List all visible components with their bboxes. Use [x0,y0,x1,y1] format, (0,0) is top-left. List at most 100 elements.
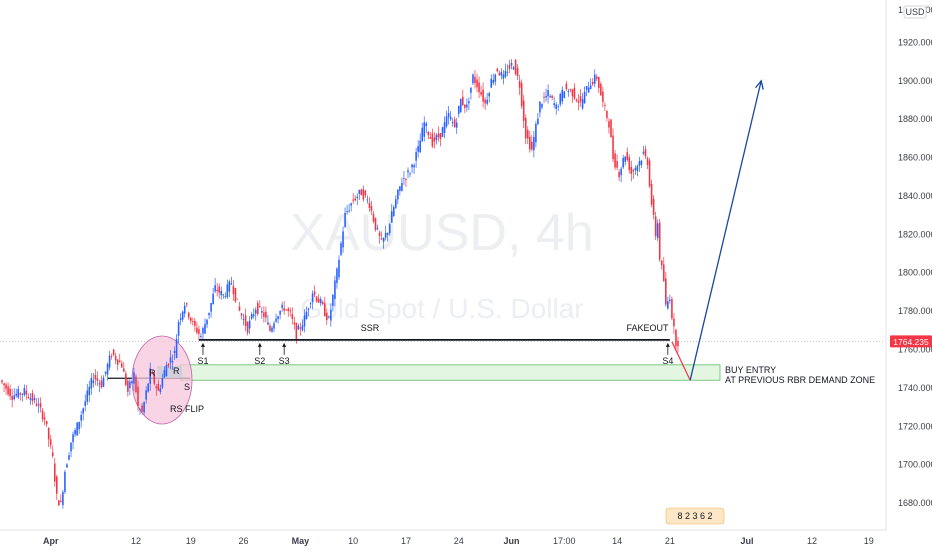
candle-body [100,380,103,388]
candle-body [415,152,417,161]
candle-body [336,268,338,284]
demand-zone[interactable] [180,364,721,381]
candle-body [177,321,180,336]
candle-body [161,378,164,388]
price-tick-label: 1680.000 [898,498,932,508]
candle-body [332,294,334,306]
candle-body [43,417,46,420]
candle-body [35,403,38,406]
candle-body [328,316,330,318]
events-label: 8 2 3 6 2 [677,511,712,521]
candle-body [411,164,413,168]
candle-body [667,301,669,309]
candle-body [338,259,340,278]
candle-body [277,316,279,320]
candle-body [60,500,62,502]
candle-body [439,133,442,140]
candle-body [125,373,127,385]
candle-body [114,355,117,361]
candle-body [388,224,391,234]
candle-body [206,319,208,325]
candle-body [537,118,539,125]
candle-body [405,178,407,180]
candle-body [618,171,620,178]
candle-body [488,93,490,97]
time-tick-label: Jun [504,536,520,546]
candle-body [127,380,129,392]
candle-body [675,329,677,347]
time-tick-label: 21 [665,536,675,546]
candle-body [13,395,15,400]
candle-body [423,122,426,137]
candle-body [575,99,578,101]
candle-body [567,91,570,92]
events-strip[interactable] [665,507,725,525]
candle-body [565,83,568,90]
candle-body [29,398,32,400]
price-tick-label: 1800.000 [898,268,932,278]
candle-body [293,322,296,325]
candle-body [173,350,176,353]
candle-body [624,156,627,162]
candle-body [118,360,121,363]
candle-body [502,74,505,79]
candle-body [51,452,54,457]
candle-body [372,213,375,222]
price-tick-label: 1860.000 [898,153,932,163]
candle-body [11,396,13,400]
currency-box[interactable] [903,5,927,19]
candle-body [583,91,586,104]
candle-body [557,106,560,108]
candle-body [167,363,170,366]
candle-body [407,170,409,173]
candle-body [285,309,287,311]
candle-body [226,284,229,298]
candle-body [194,320,196,326]
candle-body [409,173,411,175]
candle-body [350,203,352,206]
candle-body [47,427,50,440]
candle-body [364,190,367,196]
candle-body [259,306,261,307]
candle-body [543,96,545,98]
candle-body [275,318,277,322]
candle-body [598,77,600,88]
candle-body [508,64,511,69]
candle-body [265,311,267,318]
candle-body [466,104,468,108]
candle-body [212,293,214,305]
candle-body [202,327,204,334]
candle-body [196,327,198,333]
candle-body [630,166,633,174]
projection-down-line[interactable] [671,341,691,381]
candle-body [250,314,253,319]
candle-body [165,364,168,377]
candle-body [342,231,344,248]
candle-body [305,311,308,320]
candle-body [289,310,292,312]
time-tick-label: 10 [348,536,358,546]
support-marker-head [200,342,205,347]
candle-body [496,68,499,72]
candle-body [64,471,66,492]
candle-body [244,315,247,326]
candle-body [37,404,40,406]
candle-body [283,307,285,311]
candle-body [646,158,649,166]
candle-body [382,237,385,242]
candle-body [632,169,635,172]
candle-body [21,393,24,395]
currency-label: USD [905,7,925,17]
candle-body [131,381,133,384]
projection-up-line[interactable] [689,80,762,381]
projection-arrowhead [755,79,764,90]
candle-body [39,402,42,408]
candle-body [232,285,235,295]
candle-body [600,83,602,96]
candle-body [82,408,84,414]
candle-body [470,87,472,93]
candle-body [98,383,101,385]
